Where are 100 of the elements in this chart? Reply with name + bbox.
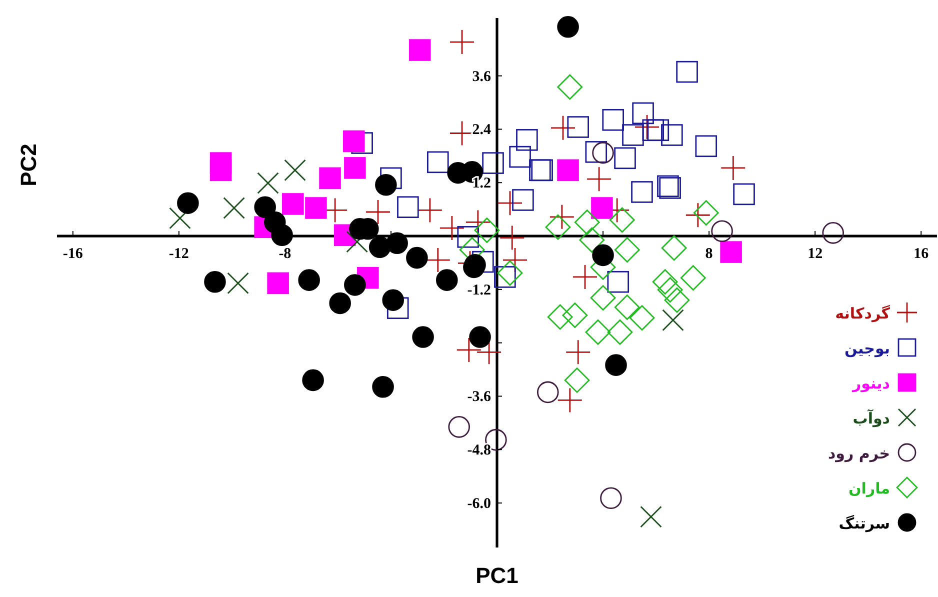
point: [602, 108, 624, 131]
point: [652, 269, 678, 295]
point: [408, 39, 431, 61]
y-tick-label: -6.0: [467, 496, 491, 512]
point: [448, 416, 470, 438]
point: [271, 224, 293, 246]
x-tick-label: -8: [278, 246, 292, 262]
legend-label: دوآب: [852, 408, 890, 428]
y-tick-label: -4.8: [467, 442, 491, 459]
point: [592, 244, 614, 266]
point: [587, 167, 612, 192]
point: [223, 197, 245, 219]
point: [257, 172, 279, 194]
point: [382, 289, 404, 312]
x-tick-label: -12: [168, 246, 189, 262]
point: [436, 269, 458, 291]
point: [591, 197, 613, 219]
point: [693, 200, 719, 226]
point: [457, 226, 480, 248]
point: [177, 192, 199, 214]
point: [585, 319, 611, 345]
point: [545, 214, 571, 240]
point: [412, 326, 434, 348]
point: [661, 235, 687, 261]
point: [344, 274, 366, 296]
point: [497, 260, 523, 286]
point: [329, 292, 351, 314]
legend-label: گردکانه: [835, 304, 890, 322]
point: [711, 220, 733, 242]
point: [469, 326, 491, 348]
legend-label: بوجین: [844, 340, 890, 358]
point: [557, 74, 583, 100]
point: [609, 207, 635, 233]
point: [733, 183, 755, 206]
point: [210, 159, 232, 182]
point: [375, 174, 397, 196]
point: [822, 222, 844, 244]
point: [721, 156, 746, 180]
y-tick-label: -1.2: [467, 282, 491, 298]
point: [562, 302, 588, 328]
point: [622, 124, 644, 146]
point: [305, 197, 327, 219]
point: [169, 207, 191, 230]
point: [380, 167, 402, 190]
point: [574, 210, 600, 235]
y-tick-label: 3.6: [472, 68, 492, 85]
point: [227, 272, 249, 294]
point: [558, 388, 582, 412]
point: [536, 381, 559, 404]
point: [284, 159, 306, 182]
point: [680, 265, 706, 291]
y-tick-label: 2.4: [472, 122, 492, 138]
point: [720, 241, 742, 263]
point: [204, 270, 226, 293]
x-tick-label: 12: [808, 246, 823, 262]
point: [557, 159, 579, 182]
point: [631, 181, 653, 203]
point: [661, 124, 683, 146]
point: [657, 277, 683, 303]
point: [512, 189, 534, 211]
point: [605, 354, 627, 376]
point: [386, 232, 408, 254]
point: [397, 196, 419, 218]
point: [368, 236, 391, 258]
y-tick-label: -3.6: [467, 389, 492, 406]
point: [418, 198, 442, 222]
point: [516, 129, 538, 151]
point: [500, 226, 524, 250]
point: [632, 102, 654, 124]
point: [640, 506, 662, 528]
point: [267, 272, 289, 294]
point: [372, 376, 394, 398]
point: [590, 285, 616, 311]
point: [614, 294, 640, 320]
y-axis-title: PC2: [16, 144, 41, 186]
point: [614, 147, 636, 170]
point: [585, 141, 608, 163]
point: [629, 305, 655, 331]
point: [254, 196, 276, 218]
x-tick-label: 8: [705, 246, 713, 262]
point: [695, 135, 718, 158]
point: [614, 237, 640, 263]
point: [579, 227, 605, 253]
point: [282, 193, 304, 215]
point: [662, 309, 684, 332]
point: [547, 304, 573, 330]
point: [386, 297, 409, 320]
point: [676, 60, 698, 83]
point: [302, 369, 324, 392]
point: [607, 319, 633, 345]
point: [426, 151, 449, 174]
point: [474, 218, 500, 243]
point: [592, 142, 614, 164]
x-tick-label: 16: [914, 246, 930, 262]
point: [664, 287, 690, 313]
point: [298, 269, 320, 291]
legend-label: ماران: [848, 480, 890, 498]
legend-label: سرتنگ: [838, 514, 890, 532]
point: [557, 16, 579, 38]
x-tick-label: -16: [62, 246, 84, 262]
